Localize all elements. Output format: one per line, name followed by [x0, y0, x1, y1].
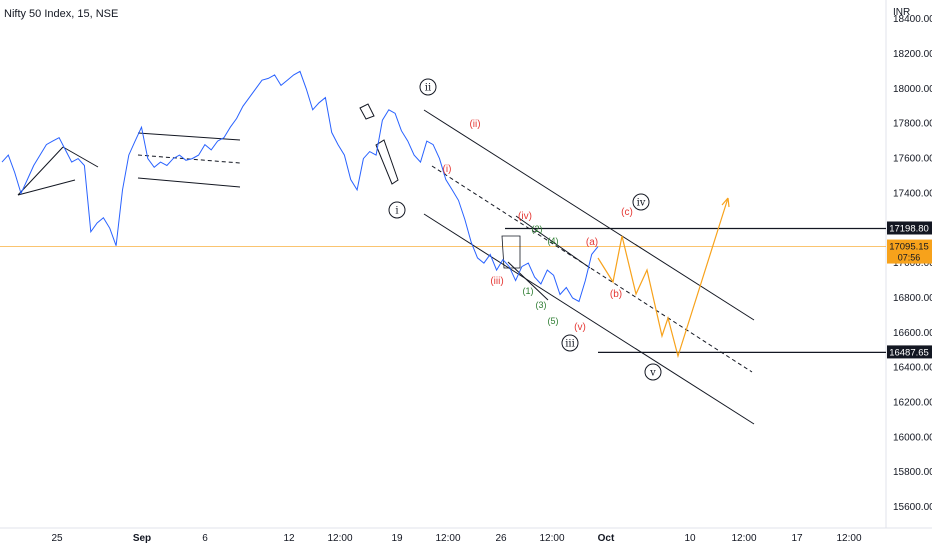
x-tick-label: 10	[684, 533, 696, 544]
wave-label-correction: (a)	[586, 237, 598, 248]
wave-marker-v	[644, 363, 662, 381]
x-tick-label: 17	[791, 533, 803, 544]
resistance-price-label: 17198.80	[889, 223, 929, 234]
x-tick-label: 12	[283, 533, 295, 544]
price-series[interactable]	[1, 70, 599, 303]
y-tick-label: 17000.00	[893, 258, 932, 269]
wave-label-minor: (4)	[548, 236, 559, 246]
trendline[interactable]	[515, 215, 591, 269]
wave-label-minor: (5)	[548, 316, 559, 326]
x-tick-label: 12:00	[539, 533, 564, 544]
x-tick-label: 26	[495, 533, 507, 544]
y-tick-label: 15800.00	[893, 467, 932, 478]
resistance-price-label-box	[887, 221, 932, 235]
wave-label-iv: iv	[637, 198, 646, 209]
x-tick-label: Sep	[133, 533, 151, 544]
wave-label-ii: ii	[425, 83, 431, 94]
wave-marker-i	[388, 201, 406, 219]
channel-bottom[interactable]	[137, 177, 241, 188]
channel-top[interactable]	[137, 132, 241, 141]
trendline[interactable]	[62, 146, 99, 168]
x-tick-label: 25	[51, 533, 63, 544]
wave-label-v: v	[649, 368, 656, 379]
support-price-label-box	[887, 345, 932, 359]
pattern-box[interactable]	[375, 139, 399, 185]
pattern-box[interactable]	[359, 103, 375, 120]
wave-label-intermediate: (iii)	[490, 276, 503, 287]
x-tick-label: 12:00	[435, 533, 460, 544]
currency-label: INR	[893, 7, 910, 18]
support-price-label: 16487.65	[889, 347, 929, 358]
wave-label-minor: (2)	[532, 224, 543, 234]
time-axis[interactable]: 25 Sep 6 12 12:00 19 12:00 26 12:00 Oct 10 12:00 17 1…	[51, 533, 862, 544]
x-tick-label: 12:00	[327, 533, 352, 544]
wave-label-minor: (3)	[536, 300, 547, 310]
y-tick-label: 16200.00	[893, 398, 932, 409]
y-tick-label: 16400.00	[893, 363, 932, 374]
projection-arrow	[721, 197, 729, 206]
trendline[interactable]	[17, 146, 64, 196]
projection-path[interactable]	[597, 197, 729, 359]
wave-label-intermediate: (v)	[574, 322, 586, 333]
y-tick-label: 15600.00	[893, 502, 932, 513]
y-tick-label: 17800.00	[893, 119, 932, 130]
x-tick-label: 19	[391, 533, 403, 544]
wave-label-minor: (1)	[523, 286, 534, 296]
wave-label-iii: iii	[565, 339, 575, 350]
y-tick-label: 18200.00	[893, 49, 932, 60]
channel-lower[interactable]	[423, 213, 755, 425]
y-tick-label: 17400.00	[893, 188, 932, 199]
channel-upper[interactable]	[423, 109, 755, 321]
wave-label-correction: (c)	[621, 207, 633, 218]
y-tick-label: 17600.00	[893, 154, 932, 165]
x-tick-label: Oct	[598, 533, 615, 544]
levels[interactable]	[505, 227, 886, 354]
wave-label-i: i	[395, 206, 398, 217]
wave-label-intermediate: (iv)	[518, 211, 532, 222]
wave-marker-ii	[419, 78, 437, 96]
wave-marker-iv	[632, 193, 650, 211]
pattern-box[interactable]	[501, 235, 521, 269]
y-tick-label: 16600.00	[893, 328, 932, 339]
wave-label-intermediate: (ii)	[469, 119, 480, 130]
wave-label-intermediate: (i)	[443, 164, 452, 175]
last-price-label-countdown: 07:56	[898, 253, 921, 263]
projection-arrow	[727, 197, 730, 208]
x-tick-label: 12:00	[731, 533, 756, 544]
x-tick-label: 6	[202, 533, 208, 544]
x-tick-label: 12:00	[836, 533, 861, 544]
wave-label-correction: (b)	[610, 289, 622, 300]
last-price-label-box	[887, 239, 932, 264]
last-price-label: 17095.15	[889, 242, 929, 253]
y-tick-label: 16000.00	[893, 432, 932, 443]
y-tick-label: 18400.00	[893, 14, 932, 25]
y-tick-label: 18000.00	[893, 84, 932, 95]
trendline[interactable]	[17, 179, 76, 196]
drawing-tools[interactable]	[17, 103, 755, 425]
wave-labels: iiiiiiivv(i)(ii)(iii)(iv)(v)(1)(2)(3)(4)…	[388, 78, 662, 381]
price-axis[interactable]: 15600.00 15800.00 16000.00 16200.00 16400.00…	[893, 14, 932, 513]
chart-title: Nifty 50 Index, 15, NSE	[4, 8, 118, 20]
channel-mid[interactable]	[431, 165, 753, 373]
y-tick-label: 16800.00	[893, 293, 932, 304]
wave-marker-iii	[561, 334, 579, 352]
